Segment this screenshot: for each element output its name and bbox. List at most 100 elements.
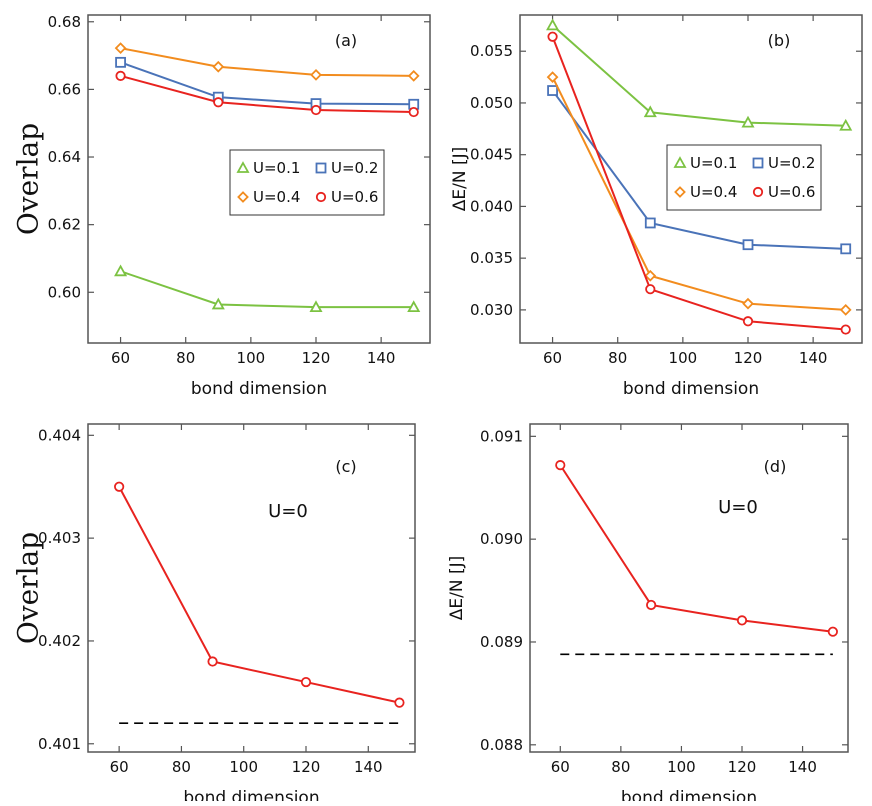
y-axis-label: ΔE/N [J] — [450, 147, 470, 212]
series-line-U=0 — [118, 486, 400, 704]
data-point-U=0 — [300, 676, 312, 688]
data-point-U=0.1 — [643, 105, 657, 118]
y-tick-label: 0.045 — [470, 146, 513, 164]
y-axis-label: Overlap — [12, 532, 45, 644]
panel-label: (b) — [768, 31, 791, 50]
legend-box — [229, 149, 385, 216]
y-tick-label: 0.089 — [480, 633, 523, 651]
x-tick-label: 60 — [551, 758, 570, 776]
data-point-U=0.4 — [407, 69, 420, 82]
series-line-U=0.4 — [551, 76, 846, 311]
x-tick-label: 140 — [367, 349, 396, 367]
legend-marker-U=0.4 — [674, 186, 686, 198]
data-point-U=0.4 — [839, 304, 852, 316]
data-point-U=0.1 — [407, 300, 421, 313]
data-point-U=0 — [827, 626, 838, 637]
data-point-U=0.4 — [310, 68, 322, 81]
y-tick-label: 0.60 — [48, 283, 81, 301]
data-point-U=0.2 — [547, 85, 558, 96]
y-tick-label: 0.055 — [470, 42, 513, 60]
data-point-U=0 — [207, 656, 218, 667]
data-point-U=0.4 — [114, 42, 127, 55]
panel-c: 60 80 100 120 140 0.401 0.402 0.403 0.404 bond di… — [12, 423, 416, 806]
plot-frame — [87, 423, 416, 753]
legend-label: U=0.1 — [690, 154, 737, 172]
x-tick-label: 80 — [176, 349, 195, 367]
series-line-U=0.1 — [120, 270, 414, 309]
x-tick-label: 80 — [172, 758, 191, 776]
x-axis-label: bond dimension — [621, 788, 757, 801]
y-tick-label: 0.401 — [38, 735, 81, 753]
x-tick-label: 60 — [110, 758, 129, 776]
x-tick-label: 100 — [669, 349, 698, 367]
y-tick-label: 0.66 — [48, 80, 81, 98]
series-line-U=0.2 — [551, 89, 846, 250]
annotation-text: U=0 — [718, 497, 758, 518]
data-point-U=0.6 — [742, 316, 754, 327]
data-point-U=0.6 — [115, 70, 126, 81]
y-axis-label: ΔE/N [J] — [447, 556, 467, 621]
y-tick-label: 0.68 — [48, 13, 81, 31]
x-tick-label: 140 — [354, 758, 383, 776]
panel-label: (a) — [335, 31, 357, 50]
y-tick-label: 0.050 — [470, 94, 513, 112]
data-point-U=0.4 — [212, 60, 225, 73]
x-tick-label: 120 — [728, 758, 757, 776]
y-axis-label: Overlap — [12, 123, 45, 235]
data-point-U=0.4 — [546, 71, 559, 83]
series-line-U=0.6 — [120, 74, 414, 114]
x-tick-label: 120 — [302, 349, 331, 367]
data-point-U=0.4 — [644, 269, 657, 282]
data-point-U=0.6 — [840, 324, 851, 335]
legend-label: U=0.1 — [253, 159, 300, 177]
plot-frame — [529, 423, 849, 753]
panel-b: 60 80 100 120 140 0.030 0.035 0.040 0.045 0.050 0.… — [450, 14, 863, 399]
plot-frame — [519, 14, 863, 344]
legend-label: U=0.2 — [768, 154, 815, 172]
data-point-U=0.4 — [742, 297, 754, 310]
series-line-U=0 — [559, 464, 833, 633]
y-tick-label: 0.088 — [480, 736, 523, 754]
data-point-U=0.6 — [213, 97, 224, 108]
y-tick-label: 0.090 — [480, 530, 523, 548]
data-point-U=0 — [555, 460, 566, 471]
data-point-U=0 — [736, 615, 748, 626]
data-point-U=0.2 — [742, 239, 754, 251]
panel-label: (c) — [335, 457, 356, 476]
y-tick-label: 0.030 — [470, 301, 513, 319]
panel-d: 60 80 100 120 140 0.088 0.089 0.090 0.091 bond di… — [447, 423, 849, 806]
data-point-U=0.1 — [839, 118, 853, 131]
data-point-U=0.1 — [741, 115, 755, 128]
plot-frame — [87, 14, 431, 344]
x-tick-label: 80 — [608, 349, 627, 367]
data-point-U=0.6 — [310, 104, 322, 116]
x-tick-label: 120 — [734, 349, 763, 367]
y-tick-label: 0.404 — [38, 426, 81, 444]
legend-box — [666, 144, 822, 211]
x-tick-label: 140 — [799, 349, 828, 367]
y-tick-label: 0.035 — [470, 249, 513, 267]
y-tick-label: 0.402 — [38, 632, 81, 650]
series-line-U=0.6 — [551, 36, 846, 331]
legend-label: U=0.6 — [768, 183, 815, 201]
series-line-U=0.2 — [120, 61, 414, 106]
legend-marker-U=0.6 — [752, 186, 764, 198]
data-point-U=0.6 — [408, 106, 419, 118]
x-tick-label: 100 — [229, 758, 258, 776]
legend-marker-U=0.1 — [236, 161, 250, 173]
legend-label: U=0.6 — [331, 188, 378, 206]
data-point-U=0.1 — [309, 300, 323, 313]
x-tick-label: 60 — [111, 349, 130, 367]
legend-label: U=0.2 — [331, 159, 378, 177]
y-tick-label: 0.040 — [470, 197, 513, 215]
x-tick-label: 100 — [667, 758, 696, 776]
legend-label: U=0.4 — [690, 183, 737, 201]
legend-marker-U=0.2 — [315, 162, 327, 174]
panel-a: 60 80 100 120 140 0.60 0.62 0.64 0.66 0.68 bond di… — [12, 13, 431, 399]
x-tick-label: 100 — [237, 349, 266, 367]
data-point-U=0 — [114, 481, 125, 492]
data-point-U=0 — [394, 697, 405, 708]
data-point-U=0.1 — [546, 18, 560, 31]
